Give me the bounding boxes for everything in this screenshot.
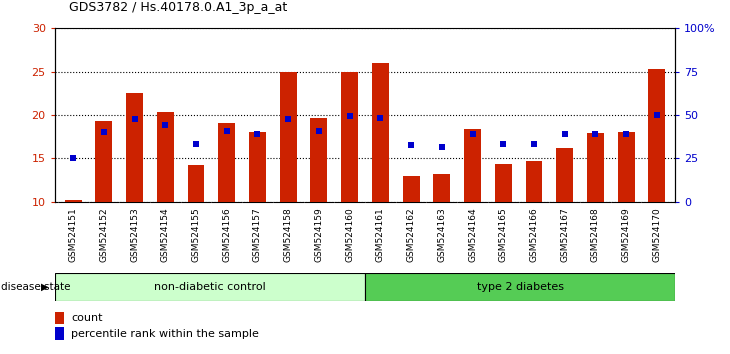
- Text: GSM524157: GSM524157: [253, 207, 262, 262]
- Text: GSM524165: GSM524165: [499, 207, 508, 262]
- Bar: [126, 93, 143, 202]
- Text: GSM524167: GSM524167: [560, 207, 569, 262]
- Bar: [648, 69, 665, 202]
- Bar: [464, 129, 481, 202]
- Text: GSM524158: GSM524158: [284, 207, 293, 262]
- Bar: [55, 273, 365, 301]
- Bar: [341, 72, 358, 202]
- Text: GSM524155: GSM524155: [191, 207, 201, 262]
- Text: GSM524170: GSM524170: [653, 207, 661, 262]
- Text: GSM524151: GSM524151: [69, 207, 77, 262]
- Text: type 2 diabetes: type 2 diabetes: [477, 282, 564, 292]
- Text: GSM524152: GSM524152: [99, 207, 108, 262]
- Bar: [372, 63, 389, 202]
- Text: percentile rank within the sample: percentile rank within the sample: [72, 329, 259, 339]
- Bar: [96, 121, 112, 202]
- Bar: [556, 148, 573, 202]
- Bar: [526, 161, 542, 202]
- Text: GSM524163: GSM524163: [437, 207, 446, 262]
- Text: disease state: disease state: [1, 282, 71, 292]
- Bar: [618, 132, 634, 202]
- Bar: [157, 113, 174, 202]
- Text: GSM524153: GSM524153: [130, 207, 139, 262]
- Bar: [65, 200, 82, 202]
- Text: GSM524162: GSM524162: [407, 207, 415, 262]
- Bar: [310, 118, 327, 202]
- Text: GSM524160: GSM524160: [345, 207, 354, 262]
- Text: GSM524169: GSM524169: [622, 207, 631, 262]
- Text: GSM524168: GSM524168: [591, 207, 600, 262]
- Text: GSM524156: GSM524156: [222, 207, 231, 262]
- Text: GSM524166: GSM524166: [529, 207, 539, 262]
- Bar: [188, 165, 204, 202]
- Bar: [403, 176, 420, 202]
- Bar: [434, 174, 450, 202]
- Bar: [280, 72, 296, 202]
- Text: ▶: ▶: [42, 282, 49, 292]
- Text: GSM524161: GSM524161: [376, 207, 385, 262]
- Text: GSM524159: GSM524159: [315, 207, 323, 262]
- Bar: [55, 312, 64, 324]
- Bar: [249, 132, 266, 202]
- Text: non-diabetic control: non-diabetic control: [154, 282, 266, 292]
- Bar: [495, 165, 512, 202]
- Bar: [587, 133, 604, 202]
- Text: GSM524154: GSM524154: [161, 207, 170, 262]
- Bar: [55, 327, 64, 340]
- Text: GSM524164: GSM524164: [468, 207, 477, 262]
- Bar: [218, 123, 235, 202]
- Text: GDS3782 / Hs.40178.0.A1_3p_a_at: GDS3782 / Hs.40178.0.A1_3p_a_at: [69, 1, 288, 14]
- Text: count: count: [72, 313, 103, 323]
- Bar: [365, 273, 675, 301]
